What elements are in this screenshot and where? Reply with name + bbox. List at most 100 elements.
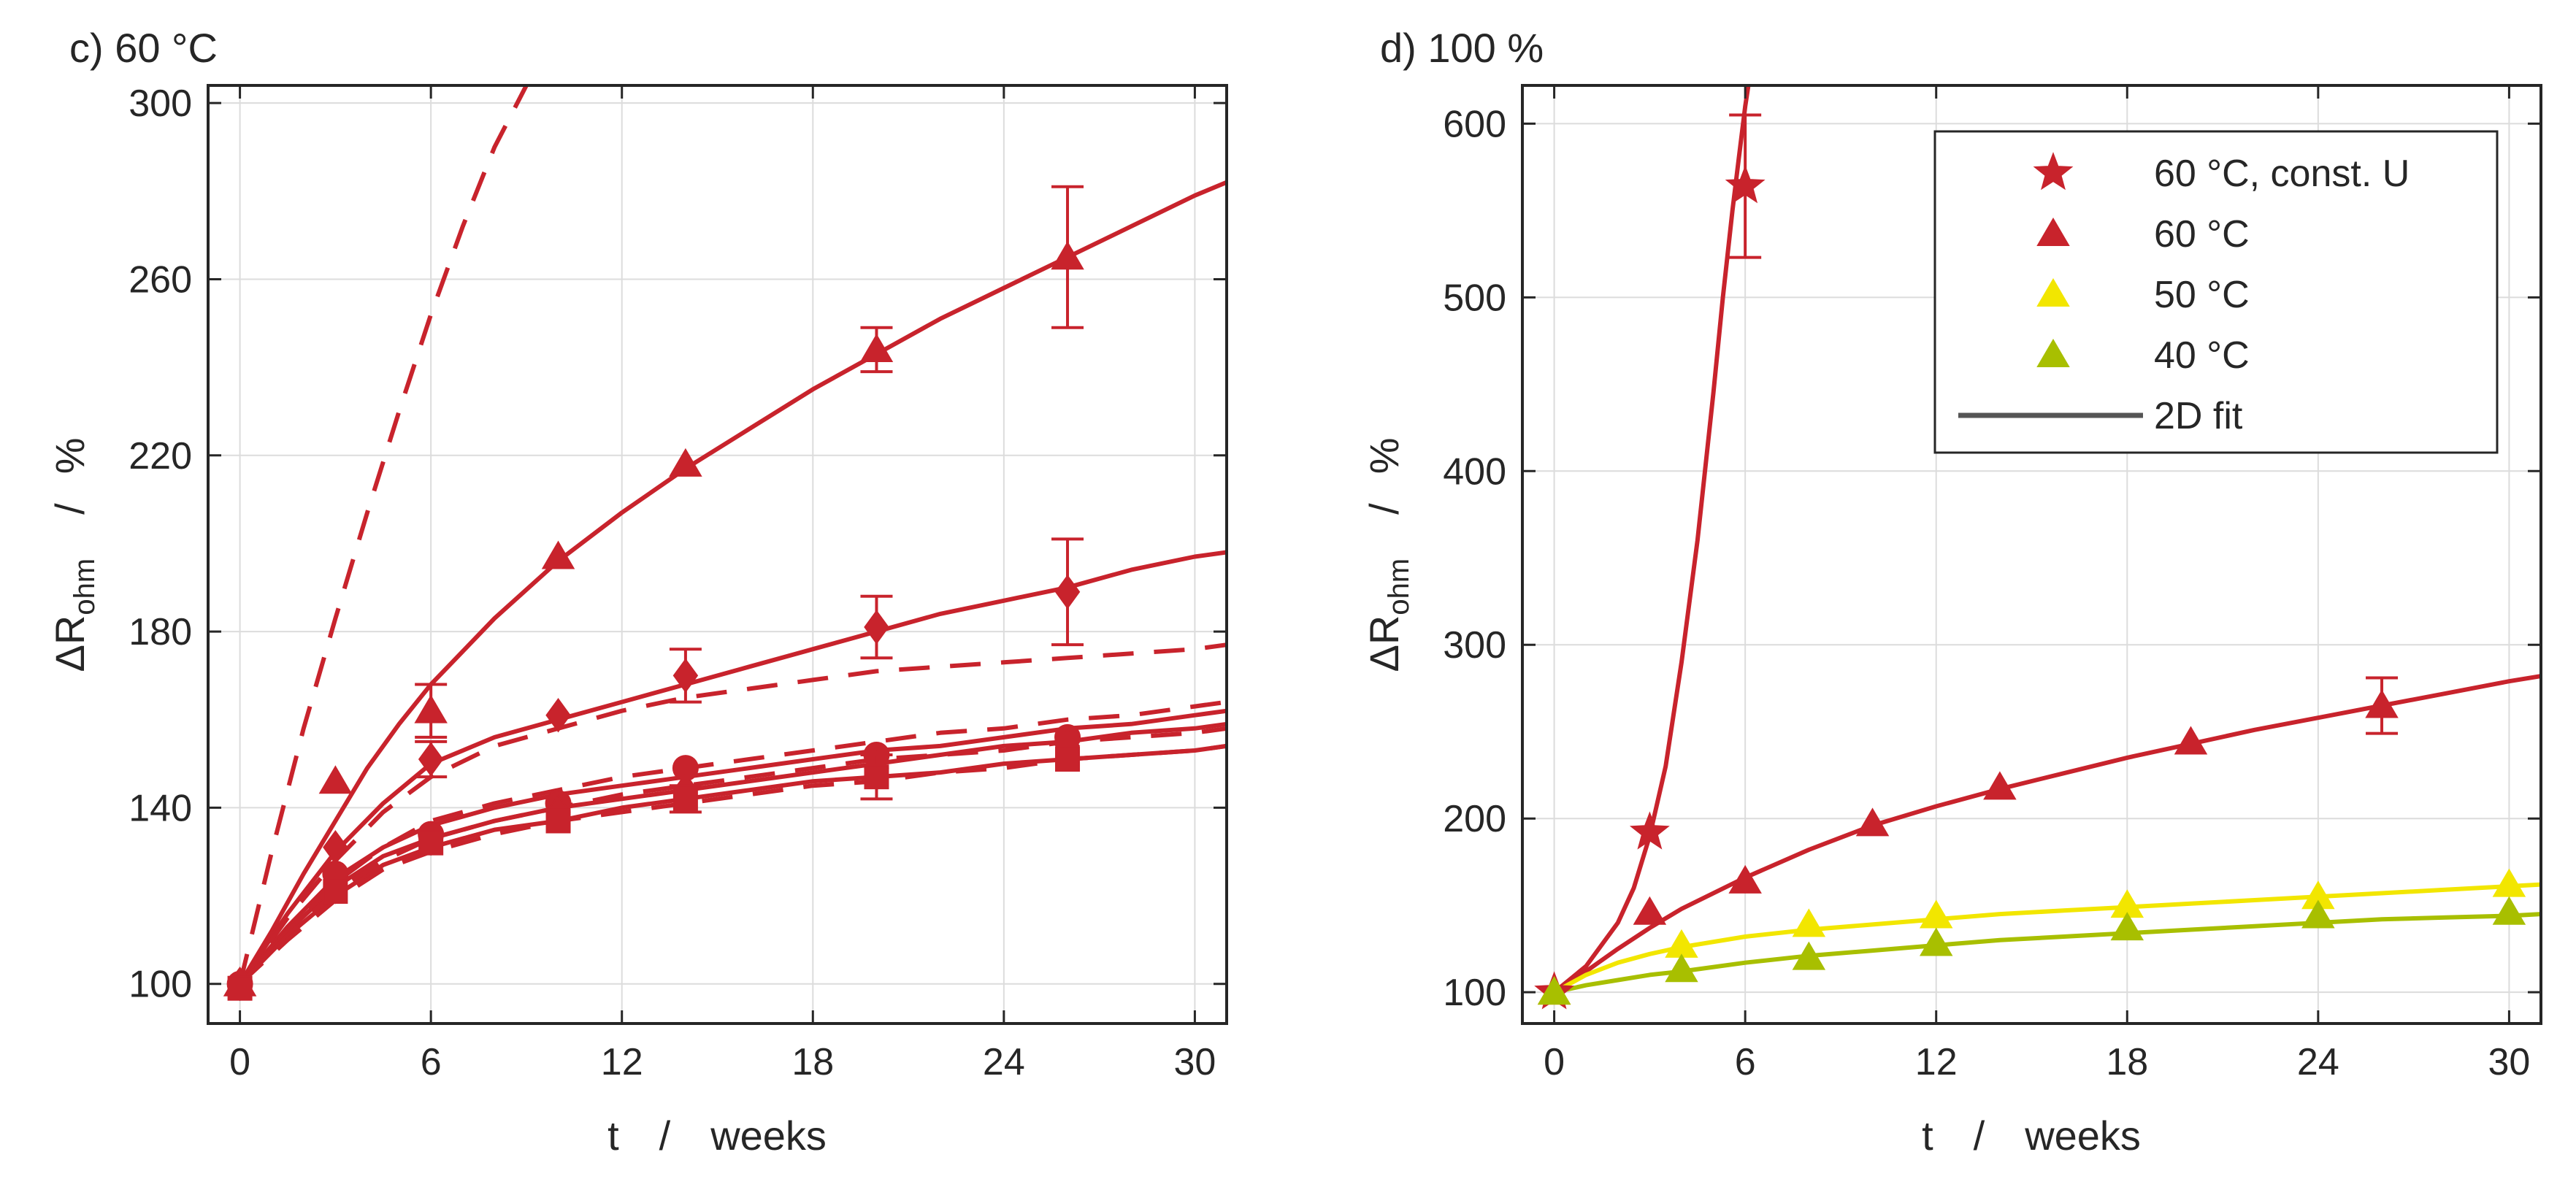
panel-c-ylabel-delta: Δ	[47, 645, 93, 672]
panel-c-ylabel-sub: ohm	[69, 558, 101, 615]
panel-c-xlabel-unit: weeks	[710, 1113, 827, 1159]
ytick-label: 220	[129, 435, 192, 477]
xtick-label: 6	[1735, 1041, 1756, 1083]
ytick-label: 300	[129, 82, 192, 125]
data-point-triangle-data	[1051, 241, 1084, 270]
data-point-40C-data	[2110, 912, 2144, 941]
panel-d: d) 100 % 0 6 12 18 24 30 100 200 300 400 500 600 t /…	[1361, 25, 2542, 1159]
ytick-label: 500	[1443, 277, 1506, 319]
legend-box	[1933, 130, 2499, 454]
data-point-60C-data	[1983, 771, 2017, 800]
panel-d-axes-box	[1521, 84, 2542, 1025]
data-point-square-data	[323, 879, 348, 905]
data-point-triangle-data	[318, 765, 353, 794]
data-point-square-data	[1055, 747, 1081, 772]
data-point-triangle-data	[859, 333, 894, 362]
legend-marker-2	[2036, 278, 2070, 307]
panel-d-xlabel-sep: /	[1974, 1113, 1985, 1159]
legend-label-60c: 60 °C	[2154, 213, 2250, 256]
panel-d-ylabel-delta: Δ	[1361, 645, 1407, 672]
xtick-label: 0	[229, 1041, 250, 1083]
legend-marker-1	[2036, 218, 2070, 246]
panel-c-xlabel-var: t	[607, 1113, 619, 1159]
ytick-label: 140	[129, 787, 192, 829]
panel-d-xlabel: t / weeks	[1922, 1113, 2141, 1159]
series-line-diamond-fit	[237, 550, 1227, 986]
series-line-40C-fit	[1552, 912, 2541, 995]
data-point-40C-data	[1665, 953, 1698, 983]
data-point-60C-data	[2174, 726, 2208, 755]
panel-d-title: d) 100 %	[1380, 25, 1544, 71]
data-point-60C-data	[1728, 864, 1762, 894]
panel-c-ylabel-sep: /	[47, 503, 93, 515]
panel-d-ylabel-var: R	[1361, 615, 1407, 645]
panel-d-xlabel-var: t	[1922, 1113, 1933, 1159]
xtick-label: 24	[2297, 1041, 2339, 1083]
xtick-label: 18	[2106, 1041, 2148, 1083]
series-line-cluster-fit-1	[237, 708, 1227, 986]
ytick-label: 300	[1443, 624, 1506, 667]
panel-c-ylabel: ΔRohm /%	[47, 437, 101, 672]
xtick-label: 30	[2488, 1041, 2530, 1083]
ytick-label: 400	[1443, 450, 1506, 493]
ytick-label: 100	[1443, 972, 1506, 1014]
data-point-diamond-data	[545, 697, 571, 733]
series-line-upper-dashed	[237, 85, 529, 985]
xtick-label: 24	[983, 1041, 1025, 1083]
panel-d-ylabel-sep: /	[1361, 503, 1407, 515]
data-point-const-U-data	[1725, 165, 1766, 204]
panel-d-ylabel-sub: ohm	[1383, 558, 1415, 615]
series-line-diamond-dashed	[238, 642, 1227, 986]
data-point-triangle-data	[669, 448, 702, 477]
panel-c-tick-labels: 0 6 12 18 24 30 100 140 180 220 260 300	[129, 82, 1216, 1083]
panel-d-ylabel-unit: %	[1361, 437, 1407, 474]
panel-c-ticks	[208, 85, 1227, 1024]
xtick-label: 6	[421, 1041, 442, 1083]
panel-d-tick-labels: 0 6 12 18 24 30 100 200 300 400 500 600	[1443, 103, 2530, 1083]
xtick-label: 30	[1173, 1041, 1216, 1083]
data-point-50C-data	[2492, 868, 2526, 897]
legend: 60 °C, const. U 60 °C 50 °C 40 °C 2D fit	[1933, 130, 2499, 454]
ytick-label: 100	[129, 964, 192, 1006]
series-line-const-U-fit	[1552, 85, 1751, 995]
panel-d-ylabel: ΔRohm /%	[1361, 437, 1415, 672]
ytick-label: 180	[129, 611, 192, 653]
data-point-40C-data	[2492, 896, 2526, 925]
data-point-diamond-data	[672, 658, 699, 694]
data-point-square-data	[227, 975, 253, 1001]
data-point-50C-data	[1919, 899, 1953, 929]
legend-markers	[1958, 152, 2143, 418]
legend-marker-3	[2036, 339, 2070, 367]
data-point-50C-data	[1792, 908, 1826, 937]
panel-c-title: c) 60 °C	[69, 25, 218, 71]
panel-c: c) 60 °C 0 6 12 18 24 30 100 140 180 220 260 300 t /…	[47, 25, 1228, 1159]
panel-c-ylabel-unit: %	[47, 437, 93, 474]
panel-c-ylabel-var: R	[47, 615, 93, 645]
xtick-label: 0	[1544, 1041, 1565, 1083]
legend-marker-0	[2033, 152, 2074, 191]
data-point-square-data	[418, 830, 444, 856]
panel-d-ticks	[1522, 85, 2541, 1024]
ytick-label: 600	[1443, 103, 1506, 145]
data-point-diamond-data	[1054, 575, 1081, 610]
data-point-triangle-data	[541, 540, 575, 569]
legend-label-2d-fit: 2D fit	[2154, 395, 2243, 437]
data-point-60C-data	[2365, 689, 2399, 718]
panel-d-xlabel-unit: weeks	[2024, 1113, 2141, 1159]
xtick-label: 12	[601, 1041, 643, 1083]
data-point-60C-data	[1633, 896, 1667, 925]
data-point-diamond-data	[864, 610, 889, 645]
xtick-label: 18	[791, 1041, 834, 1083]
data-point-diamond-data	[418, 742, 444, 777]
data-point-40C-data	[1792, 941, 1826, 970]
data-point-square-data	[672, 786, 698, 812]
panel-c-xlabel-sep: /	[659, 1113, 671, 1159]
panel-c-axes-box	[207, 84, 1228, 1025]
ytick-label: 260	[129, 258, 192, 301]
ytick-label: 200	[1443, 798, 1506, 840]
panel-c-xlabel: t / weeks	[607, 1113, 827, 1159]
series-line-50C-fit	[1552, 882, 2541, 995]
legend-label-const-u: 60 °C, const. U	[2154, 153, 2410, 195]
panel-d-series	[1534, 85, 2541, 1010]
